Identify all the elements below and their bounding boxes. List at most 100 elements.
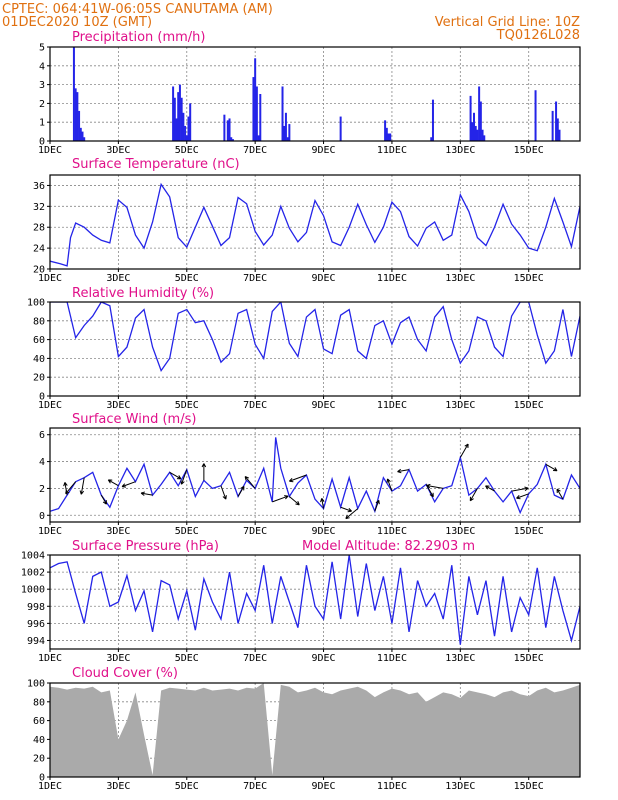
y-tick-label: 1002 (21, 568, 45, 579)
x-tick-label: 9DEC (312, 145, 336, 156)
x-tick-label: 3DEC (106, 145, 130, 156)
y-tick-label: 60 (33, 716, 45, 727)
x-tick-label: 15DEC (514, 273, 544, 284)
precipitation-plot: 0 1 2 3 4 5 1DEC 3DEC 5DEC 7DEC 9DEC 11DEC 13DEC 15DE… (38, 43, 581, 156)
wind-arrow (426, 483, 444, 489)
y-tick-label: 28 (33, 223, 45, 234)
x-tick-label: 15DEC (514, 526, 544, 537)
x-tick-label: 13DEC (445, 781, 475, 792)
precipitation-panel: Precipitation (mm/h) 0 1 2 3 4 5 1DEC 3DEC 5DEC 7… (38, 30, 581, 156)
x-tick-label: 9DEC (312, 400, 336, 411)
y-tick-label: 998 (27, 602, 45, 613)
wind-arrow (220, 485, 227, 500)
precip-bar (479, 101, 482, 141)
cloud-title: Cloud Cover (%) (72, 666, 178, 681)
plot-frame (49, 301, 581, 397)
pressure-plot: 994 996 998 1000 1002 1004 1DEC 3DEC 5DEC 7DEC 9DE… (21, 551, 581, 664)
precip-bar (558, 129, 561, 141)
precip-bar (81, 131, 84, 141)
x-tick-label: 11DEC (377, 145, 407, 156)
model-altitude-label: Model Altitude: 82.2903 m (302, 539, 475, 554)
precip-bar (177, 92, 180, 141)
wind-arrow (288, 474, 307, 483)
y-tick-label: 20 (33, 265, 45, 276)
pressure-panel: Surface Pressure (hPa) Model Altitude: 8… (21, 539, 581, 664)
x-tick-label: 5DEC (175, 781, 199, 792)
x-tick-label: 1DEC (38, 400, 62, 411)
x-tick-label: 7DEC (243, 145, 267, 156)
x-tick-label: 15DEC (514, 145, 544, 156)
y-tick-label: 0 (39, 773, 45, 784)
precip-bar (474, 125, 477, 141)
y-tick-label: 6 (39, 430, 45, 441)
wind-arrow (320, 498, 325, 509)
x-tick-label: 11DEC (377, 400, 407, 411)
wind-arrow (469, 488, 478, 502)
x-tick-label: 5DEC (175, 400, 199, 411)
precip-bar (223, 114, 226, 141)
precip-bar (283, 125, 286, 141)
precip-bar (78, 110, 81, 141)
precip-bar (230, 137, 233, 141)
wind-arrow (374, 499, 380, 512)
x-tick-label: 1DEC (38, 273, 62, 284)
precip-bar (259, 94, 262, 141)
y-tick-label: 20 (33, 373, 45, 384)
x-tick-label: 13DEC (445, 526, 475, 537)
precip-bar (430, 137, 433, 141)
wind-arrow (140, 491, 153, 496)
wind-arrow (459, 443, 469, 458)
y-tick-label: 1004 (21, 551, 45, 562)
precip-bar (476, 129, 479, 141)
y-tick-label: 2 (39, 99, 45, 110)
wind-line (50, 437, 580, 515)
y-tick-label: 0 (39, 392, 45, 403)
precip-bar (551, 110, 554, 141)
wind-arrow (100, 494, 107, 505)
temperature-title: Surface Temperature (nC) (72, 157, 240, 172)
y-tick-label: 60 (33, 335, 45, 346)
x-tick-label: 1DEC (38, 653, 62, 664)
y-tick-label: 80 (33, 697, 45, 708)
x-tick-label: 11DEC (377, 653, 407, 664)
y-tick-label: 4 (39, 61, 45, 72)
precip-bar (228, 118, 231, 141)
x-tick-label: 9DEC (312, 273, 336, 284)
precip-bar (534, 90, 537, 141)
y-tick-label: 5 (39, 43, 45, 54)
precip-bar (83, 137, 86, 141)
precip-bar (389, 133, 392, 141)
precip-bar (79, 127, 82, 141)
y-tick-label: 40 (33, 735, 45, 746)
y-tick-label: 996 (27, 619, 45, 630)
x-tick-label: 9DEC (312, 781, 336, 792)
x-tick-label: 13DEC (445, 145, 475, 156)
x-tick-label: 5DEC (175, 526, 199, 537)
x-tick-label: 3DEC (106, 653, 130, 664)
wind-arrow (545, 463, 558, 472)
x-tick-label: 15DEC (514, 653, 544, 664)
plot-frame (49, 682, 581, 778)
precip-bar (178, 84, 181, 141)
wind-arrow (180, 469, 188, 485)
precip-bar (384, 120, 387, 141)
x-tick-label: 13DEC (445, 273, 475, 284)
x-tick-label: 3DEC (106, 273, 130, 284)
wind-arrow (516, 493, 529, 500)
wind-arrow (511, 486, 529, 492)
x-tick-label: 15DEC (514, 781, 544, 792)
x-tick-label: 1DEC (38, 781, 62, 792)
wind-arrow (121, 481, 136, 488)
x-tick-label: 3DEC (106, 400, 130, 411)
x-tick-label: 7DEC (243, 653, 267, 664)
y-tick-label: 20 (33, 754, 45, 765)
precip-bar (254, 58, 257, 141)
precip-bar (284, 112, 287, 141)
y-tick-label: 24 (33, 244, 45, 255)
precip-bar (478, 86, 481, 141)
pressure-title: Surface Pressure (hPa) (72, 539, 219, 554)
precip-bar (76, 92, 79, 141)
x-tick-label: 1DEC (38, 526, 62, 537)
wind-arrow (107, 479, 119, 487)
x-tick-label: 7DEC (243, 273, 267, 284)
